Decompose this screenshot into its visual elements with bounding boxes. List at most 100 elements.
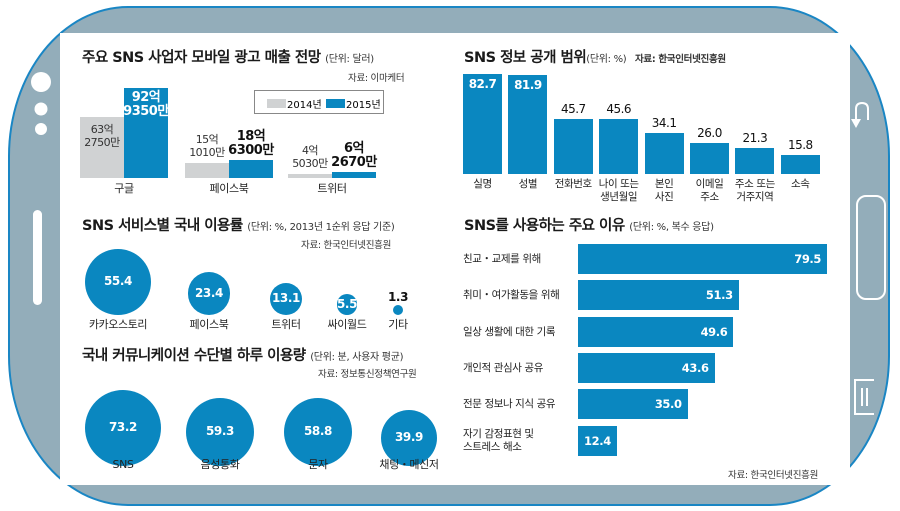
bar-2014 <box>80 116 124 178</box>
disclosure-bar <box>780 154 820 174</box>
info-disclosure-title-text: SNS 정보 공개 범위 <box>464 50 587 66</box>
legend-label-2014: 2014년 <box>287 100 322 111</box>
reason-bar <box>578 280 739 311</box>
category-label: 이메일 주소 <box>695 178 724 203</box>
bar-value-label: 15.8 <box>787 137 813 152</box>
reason-label: 개인적 관심사 공유 <box>463 361 543 374</box>
bubble-value-label: 23.4 <box>194 285 223 300</box>
back-arrow-icon[interactable] <box>850 100 874 132</box>
bubble <box>85 390 161 466</box>
side-slot <box>33 210 42 305</box>
bar-value-label: 45.7 <box>560 101 586 116</box>
bar-value-label: 21.3 <box>742 131 768 146</box>
usage-reasons-source: 자료: 한국인터넷진흥원 <box>728 470 819 481</box>
disclosure-bar <box>553 118 593 174</box>
daily-usage-title-text: 국내 커뮤니케이션 수단별 하루 이용량 <box>82 348 306 364</box>
ad-revenue-title-text: 주요 SNS 사업자 모바일 광고 매출 전망 <box>82 50 321 66</box>
bubble-label: 문자 <box>308 458 328 471</box>
bar-2015 <box>124 88 168 178</box>
bubble-label: 채팅・메신저 <box>379 458 439 471</box>
bar-value-label: 79.5 <box>794 252 821 266</box>
bar-value-label: 81.9 <box>514 77 542 92</box>
daily-usage-unit: (단위: 분, 사용자 평균) <box>310 352 404 363</box>
info-disclosure-source: 자료: 한국인터넷진흥원 <box>634 54 726 65</box>
usage-reasons-title-text: SNS를 사용하는 주요 이유 <box>464 218 625 234</box>
bubble-label: 음성통화 <box>200 458 240 471</box>
bubble <box>380 409 438 466</box>
bubble <box>85 249 151 315</box>
category-label: 전화번호 <box>554 178 592 190</box>
disclosure-bar <box>599 118 639 174</box>
sns-usage-share-title-text: SNS 서비스별 국내 이용률 <box>82 218 243 234</box>
disclosure-bar <box>690 142 729 174</box>
daily-usage-title: 국내 커뮤니케이션 수단별 하루 이용량 (단위: 분, 사용자 평균) <box>82 344 404 365</box>
camera-sensor-icon <box>31 72 51 135</box>
bubble-label: 페이스북 <box>189 318 229 331</box>
reason-bar <box>578 316 734 347</box>
bar-2015 <box>229 159 273 178</box>
reason-bar <box>578 352 715 383</box>
reason-label: 취미・여가활동을 위해 <box>463 289 560 302</box>
category-label: 실명 <box>473 178 492 190</box>
bubble-value-label: 59.3 <box>205 423 234 438</box>
category-label: 성별 <box>518 178 538 190</box>
bar-value-label: 51.3 <box>705 288 733 303</box>
bar-value-label: 12.4 <box>584 433 611 448</box>
sns-usage-share-title: SNS 서비스별 국내 이용률 (단위: %, 2013년 1순위 응답 기준) <box>82 214 395 235</box>
reason-bar <box>578 425 617 456</box>
reason-label: 자기 감정표현 및 스트레스 해소 <box>463 427 534 453</box>
bubble-value-label: 1.3 <box>387 289 409 304</box>
menu-icon[interactable] <box>852 378 876 416</box>
bubble-label: 카카오스토리 <box>88 318 148 331</box>
bar-2014 <box>185 163 229 178</box>
disclosure-bar <box>463 74 502 174</box>
bar-value-label: 18억 6300만 <box>228 128 274 158</box>
category-label: 페이스북 <box>209 182 249 195</box>
bubble <box>269 282 303 315</box>
home-button[interactable] <box>856 195 886 300</box>
bar-value-label: 4억 5030만 <box>292 143 328 170</box>
bar-value-label: 82.7 <box>468 77 497 91</box>
bar-value-label: 34.1 <box>651 115 677 130</box>
bar-value-label: 45.6 <box>606 101 632 116</box>
bubble-label: 트위터 <box>271 318 301 331</box>
info-disclosure-title: SNS 정보 공개 범위(단위: %) 자료: 한국인터넷진흥원 <box>464 46 726 67</box>
bar-2015 <box>332 171 376 178</box>
daily-usage-source: 자료: 정보통신정책연구원 <box>318 369 417 380</box>
info-disclosure-unit: (단위: %) <box>586 54 627 65</box>
bubble-label: SNS <box>112 458 134 471</box>
sns-usage-share-source: 자료: 한국인터넷진흥원 <box>301 240 392 251</box>
ad-revenue-unit: (단위: 달러) <box>325 54 374 65</box>
bubble-value-label: 39.9 <box>394 429 423 444</box>
bar-value-label: 6억 2670만 <box>331 140 377 170</box>
category-label: 나이 또는 생년월일 <box>598 178 639 203</box>
reason-label: 친교・교제를 위해 <box>463 253 541 265</box>
bubble-label: 싸이월드 <box>327 318 367 331</box>
bar-2014 <box>288 173 332 178</box>
bar-value-label: 49.6 <box>700 324 728 339</box>
bubble-value-label: 73.2 <box>108 420 137 434</box>
bubble <box>336 294 358 315</box>
bar-value-label: 35.0 <box>654 397 682 412</box>
bubble-value-label: 5.5 <box>336 296 358 311</box>
ad-revenue-legend: 2014년 2015년 <box>254 90 384 114</box>
bubble-value-label: 55.4 <box>103 274 132 288</box>
category-label: 주소 또는 거주지역 <box>734 178 775 203</box>
bubble-value-label: 13.1 <box>271 290 300 305</box>
bar-value-label: 63억 2750만 <box>84 122 120 149</box>
disclosure-bar <box>735 148 775 174</box>
usage-reasons-unit: (단위: %, 복수 응답) <box>629 222 714 233</box>
bubble <box>283 397 353 466</box>
legend-swatch-2015 <box>326 99 345 108</box>
bar-value-label: 92억 9350만 <box>123 90 169 119</box>
ad-revenue-title: 주요 SNS 사업자 모바일 광고 매출 전망 (단위: 달러) <box>82 46 374 67</box>
disclosure-bar <box>644 132 684 174</box>
ad-revenue-source: 자료: 이마케터 <box>348 73 405 84</box>
bubble-value-label: 58.8 <box>303 423 332 438</box>
reason-bar <box>578 389 688 420</box>
bar-value-label: 43.6 <box>681 360 709 375</box>
legend-label-2015: 2015년 <box>346 100 381 111</box>
bar-value-label: 26.0 <box>697 125 722 140</box>
legend-swatch-2014 <box>267 99 286 108</box>
bubble <box>392 304 404 315</box>
